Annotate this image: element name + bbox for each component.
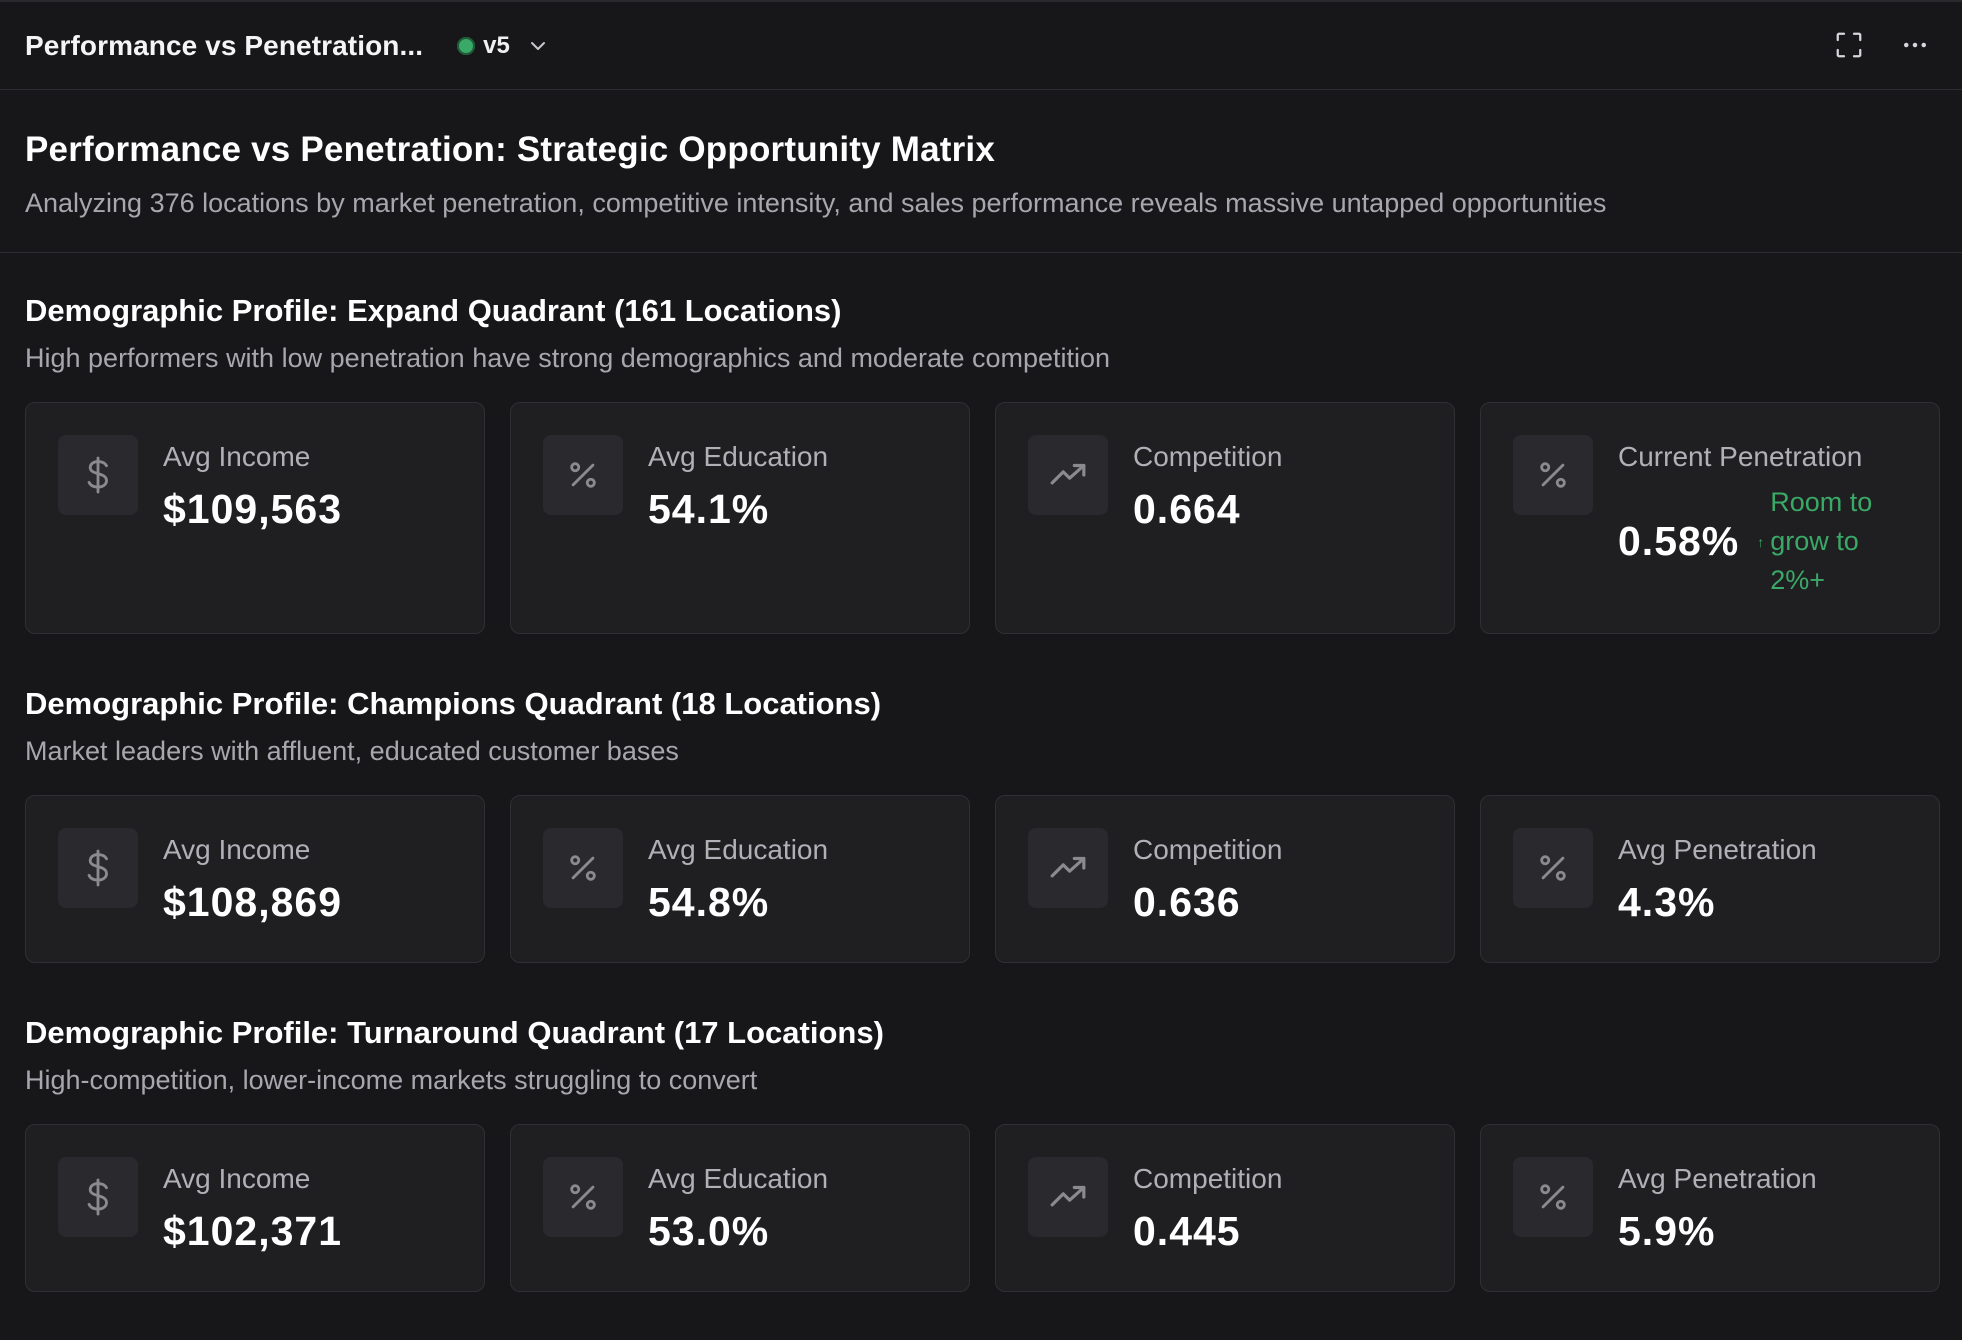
percent-icon [543,435,623,515]
dollar-icon [58,828,138,908]
section-subtitle: High performers with low penetration hav… [25,343,1111,373]
chevron-down-icon [530,41,545,50]
version-label: v5 [483,31,510,59]
metric-card-avg-education: Avg Education 54.8% [510,795,970,963]
metric-value: $102,371 [163,1208,343,1254]
metric-card-current-penetration: Current Penetration 0.58% ↑ Room to grow… [1480,402,1940,634]
trending-up-icon [1028,435,1108,515]
metric-card-avg-penetration: Avg Penetration 5.9% [1480,1124,1940,1292]
metric-value: 54.1% [648,486,770,532]
metric-value: 4.3% [1618,879,1716,925]
metric-label: Avg Penetration [1618,834,1817,865]
turnaround-quadrant-section: Demographic Profile: Turnaround Quadrant… [0,963,1962,1292]
page-title: Performance vs Penetration: Strategic Op… [25,130,996,169]
section-title: Demographic Profile: Expand Quadrant (16… [25,293,842,328]
growth-note-text: Room to grow to 2%+ [1770,487,1873,595]
metric-value: $109,563 [163,486,343,532]
metric-label: Avg Income [163,834,311,865]
metric-label: Avg Education [648,1163,829,1194]
trending-up-icon [1028,1157,1108,1237]
expand-icon [1836,32,1862,58]
metric-value: 0.664 [1133,486,1241,532]
metric-label: Current Penetration [1618,441,1863,472]
dollar-icon [58,435,138,515]
metric-label: Avg Income [163,441,311,472]
top-bar: Performance vs Penetration... v5 [0,0,1962,90]
metric-label: Competition [1133,1163,1283,1194]
metric-value: 54.8% [648,879,770,925]
metric-card-competition: Competition 0.445 [995,1124,1455,1292]
percent-icon [1513,1157,1593,1237]
metric-value: 0.445 [1133,1208,1241,1254]
page-header: Performance vs Penetration: Strategic Op… [0,90,1962,253]
metric-card-avg-income: Avg Income $102,371 [25,1124,485,1292]
section-subtitle: Market leaders with affluent, educated c… [25,736,679,766]
metric-value: 0.58% [1618,518,1740,564]
metric-label: Competition [1133,441,1283,472]
arrow-up-icon: ↑ [1757,533,1765,550]
metric-card-avg-education: Avg Education 54.1% [510,402,970,634]
page-subtitle: Analyzing 376 locations by market penetr… [25,188,1607,218]
metric-value: 53.0% [648,1208,770,1254]
metric-value: 5.9% [1618,1208,1716,1254]
metric-label: Avg Income [163,1163,311,1194]
champions-quadrant-section: Demographic Profile: Champions Quadrant … [0,634,1962,963]
metric-value: 0.636 [1133,879,1241,925]
expand-quadrant-section: Demographic Profile: Expand Quadrant (16… [0,253,1962,634]
version-selector[interactable]: v5 [457,32,550,60]
percent-icon [1513,435,1593,515]
metric-value: $108,869 [163,879,343,925]
percent-icon [543,1157,623,1237]
status-dot-icon [457,36,476,55]
metric-label: Avg Penetration [1618,1163,1817,1194]
section-title: Demographic Profile: Turnaround Quadrant… [25,1015,884,1050]
growth-note: ↑ Room to grow to 2%+ [1757,483,1886,600]
metric-label: Avg Education [648,834,829,865]
percent-icon [543,828,623,908]
metric-card-avg-education: Avg Education 53.0% [510,1124,970,1292]
metric-card-competition: Competition 0.636 [995,795,1455,963]
dollar-icon [58,1157,138,1237]
ellipsis-icon [1904,42,1926,48]
metric-label: Avg Education [648,441,829,472]
metric-label: Competition [1133,834,1283,865]
trending-up-icon [1028,828,1108,908]
section-title: Demographic Profile: Champions Quadrant … [25,686,882,721]
percent-icon [1513,828,1593,908]
section-subtitle: High-competition, lower-income markets s… [25,1065,758,1095]
metric-card-avg-income: Avg Income $108,869 [25,795,485,963]
more-options-button[interactable] [1898,28,1932,62]
fullscreen-button[interactable] [1832,28,1866,62]
metric-card-competition: Competition 0.664 [995,402,1455,634]
metric-card-avg-penetration: Avg Penetration 4.3% [1480,795,1940,963]
document-title: Performance vs Penetration... [25,29,424,61]
metric-card-avg-income: Avg Income $109,563 [25,402,485,634]
